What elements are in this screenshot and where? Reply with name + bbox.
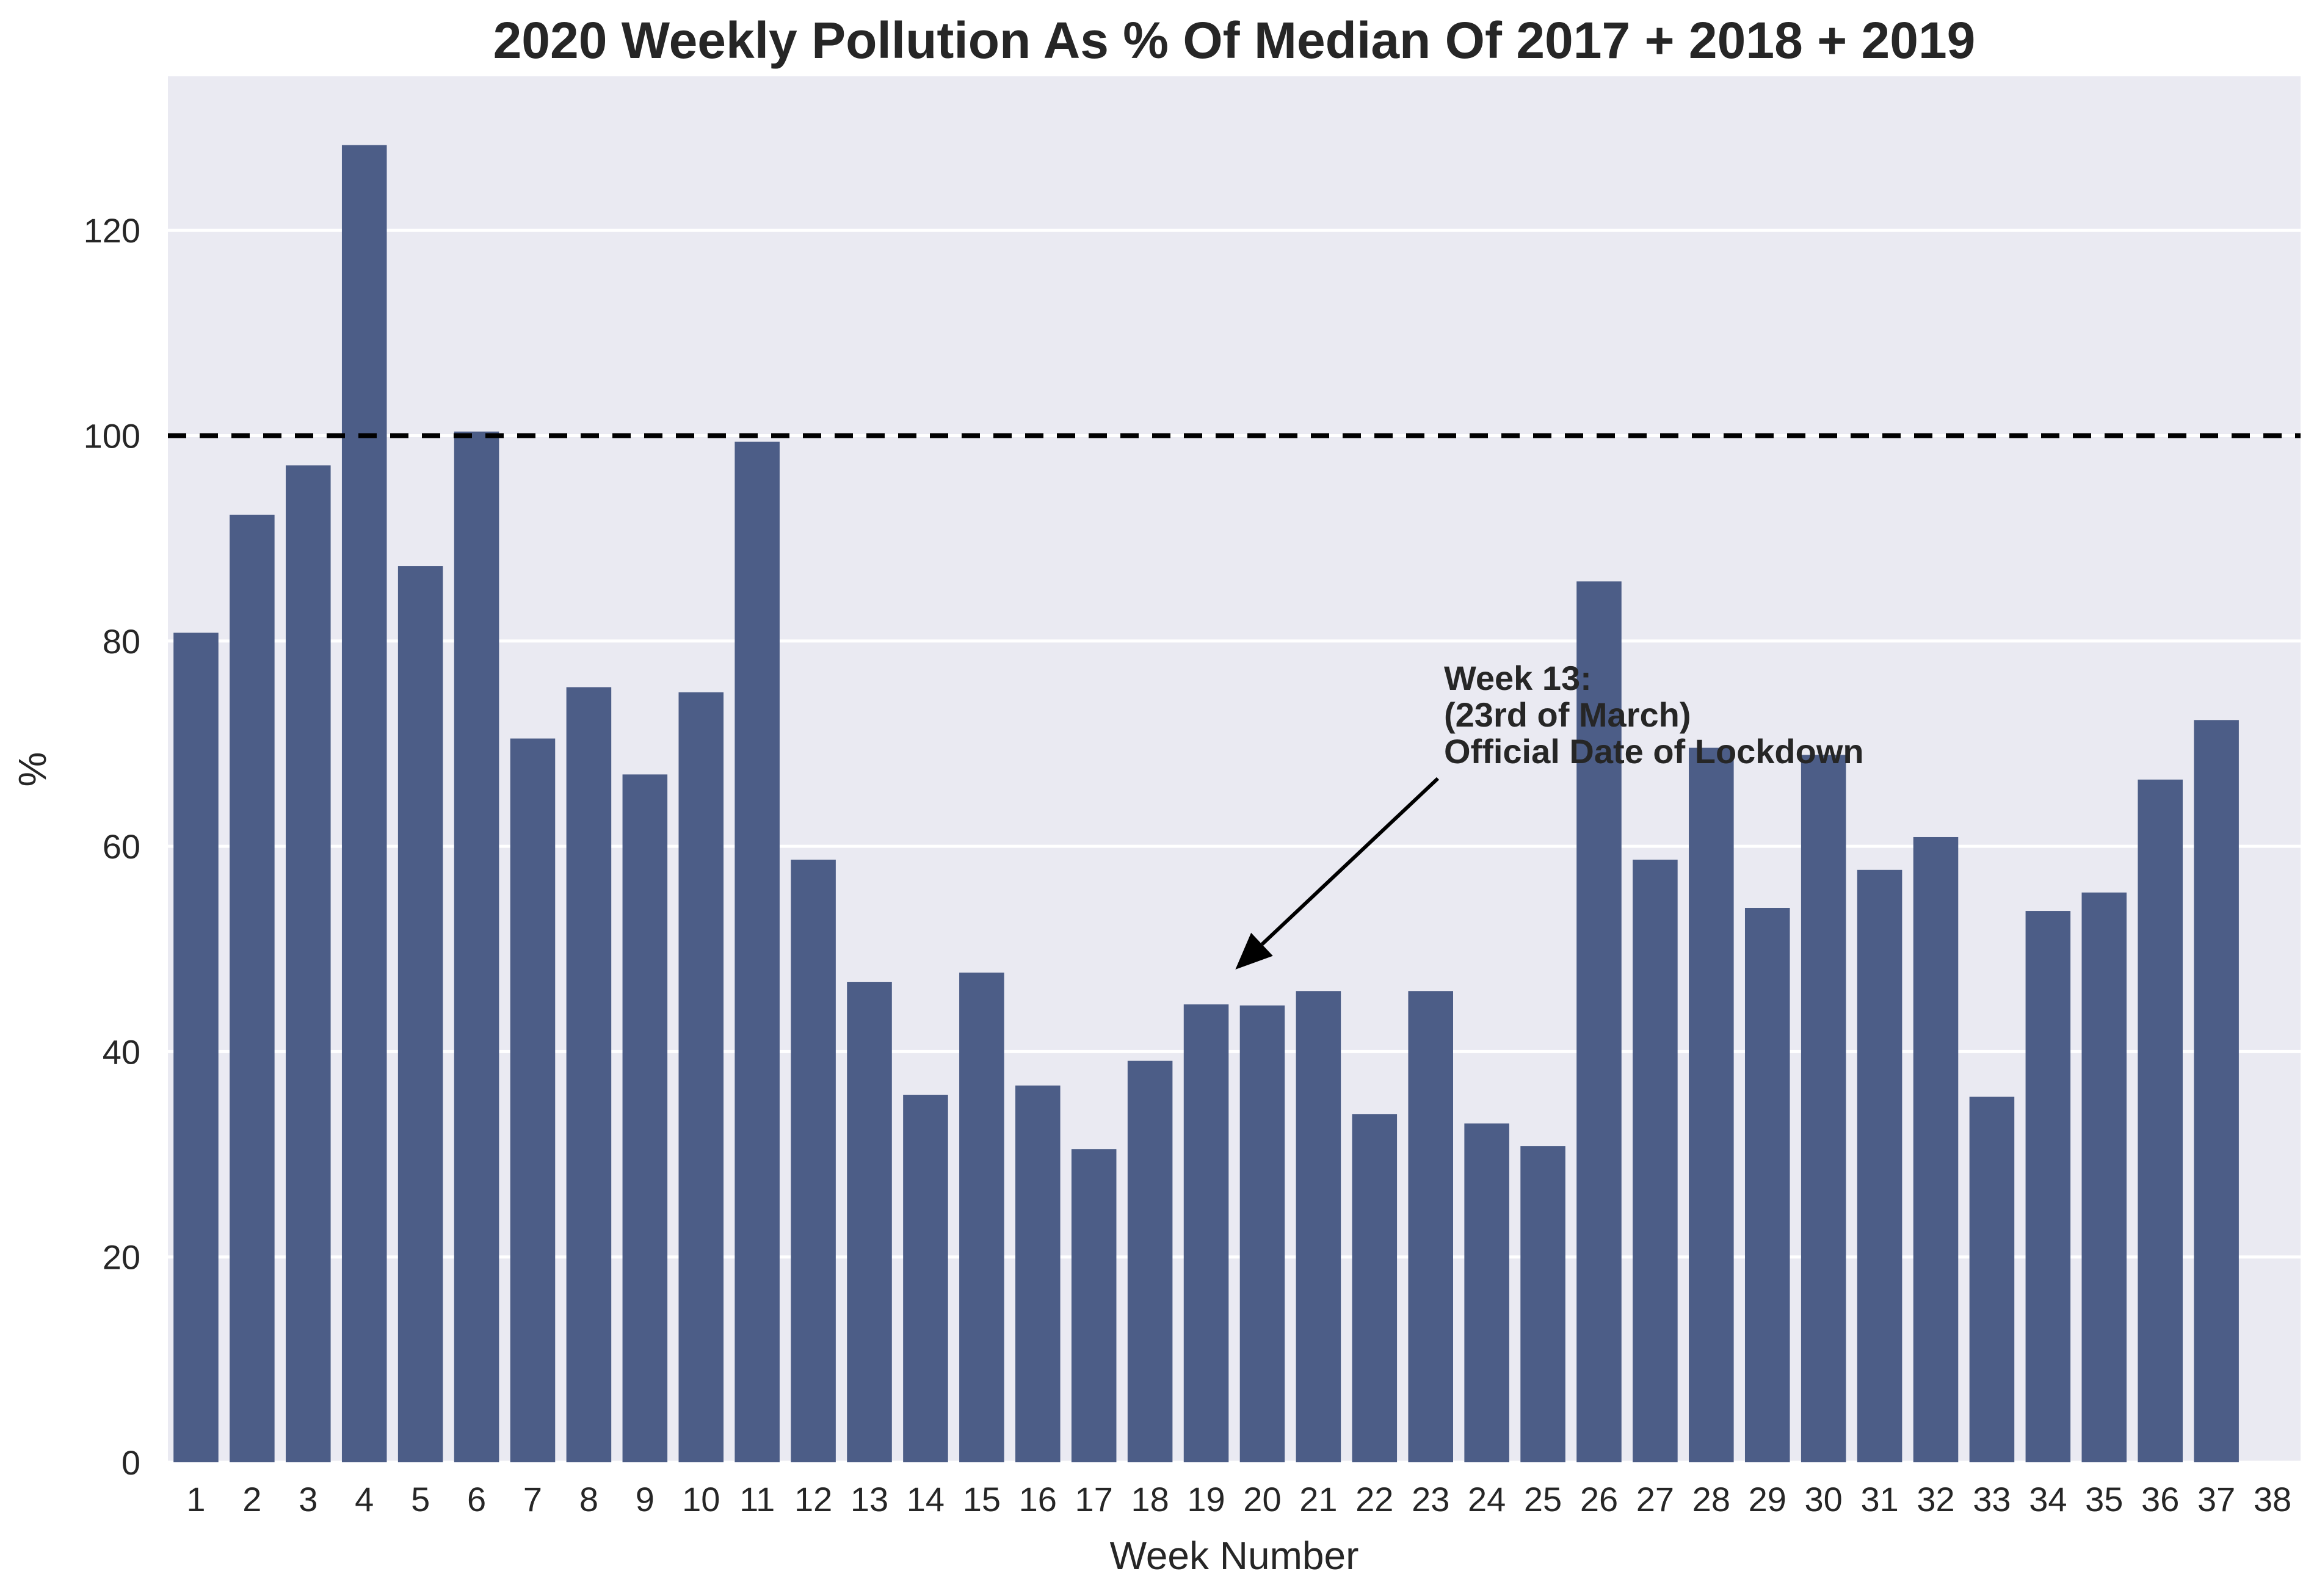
bar-week-23 bbox=[1408, 991, 1453, 1462]
bar-week-10 bbox=[678, 692, 724, 1462]
x-tick-label-37: 37 bbox=[2197, 1480, 2235, 1518]
y-tick-label-0: 0 bbox=[122, 1443, 140, 1482]
bar-week-9 bbox=[622, 774, 668, 1462]
x-tick-label-5: 5 bbox=[411, 1480, 430, 1518]
bar-week-3 bbox=[286, 465, 331, 1462]
x-tick-label-31: 31 bbox=[1860, 1480, 1898, 1518]
annotation-line-1: Week 13: bbox=[1444, 659, 1592, 697]
annotation: Week 13: (23rd of March) Official Date o… bbox=[1235, 659, 1864, 970]
bar-week-14 bbox=[903, 1095, 948, 1462]
x-tick-label-1: 1 bbox=[186, 1480, 205, 1518]
x-tick-label-35: 35 bbox=[2085, 1480, 2123, 1518]
x-tick-label-32: 32 bbox=[1917, 1480, 1954, 1518]
x-tick-label-11: 11 bbox=[739, 1480, 775, 1518]
x-tick-label-36: 36 bbox=[2141, 1480, 2179, 1518]
bar-week-2 bbox=[230, 514, 275, 1462]
bar-week-1 bbox=[173, 633, 219, 1462]
x-axis-ticks: 1 2 3 4 5 6 7 8 9 10 11 12 13 14 15 16 17 18 19 20 21 22 23 24 2… bbox=[186, 1480, 2291, 1518]
bar-week-22 bbox=[1352, 1114, 1398, 1462]
bar-week-26 bbox=[1576, 581, 1622, 1463]
chart-title: 2020 Weekly Pollution As % Of Median Of … bbox=[493, 12, 1976, 69]
bar-week-34 bbox=[2025, 911, 2071, 1462]
y-tick-label-100: 100 bbox=[84, 417, 140, 455]
annotation-text: Week 13: (23rd of March) Official Date o… bbox=[1444, 659, 1864, 771]
x-tick-label-23: 23 bbox=[1412, 1480, 1449, 1518]
annotation-arrow-head bbox=[1235, 932, 1273, 970]
annotation-line-2: (23rd of March) bbox=[1444, 695, 1691, 734]
x-tick-label-27: 27 bbox=[1636, 1480, 1674, 1518]
y-axis-label: % bbox=[10, 752, 54, 787]
bar-week-33 bbox=[1969, 1097, 2015, 1462]
y-tick-label-60: 60 bbox=[103, 827, 140, 866]
bar-week-25 bbox=[1520, 1146, 1565, 1462]
bar-week-6 bbox=[454, 431, 499, 1462]
x-tick-label-10: 10 bbox=[682, 1480, 720, 1518]
bar-week-8 bbox=[566, 687, 612, 1462]
bar-week-28 bbox=[1689, 747, 1734, 1462]
x-tick-label-33: 33 bbox=[1973, 1480, 2011, 1518]
x-tick-label-15: 15 bbox=[963, 1480, 1001, 1518]
x-tick-label-18: 18 bbox=[1131, 1480, 1169, 1518]
annotation-arrow-line bbox=[1260, 777, 1440, 946]
x-tick-label-12: 12 bbox=[794, 1480, 832, 1518]
bar-week-16 bbox=[1015, 1085, 1061, 1462]
x-tick-label-26: 26 bbox=[1580, 1480, 1618, 1518]
x-tick-label-8: 8 bbox=[579, 1480, 598, 1518]
x-tick-label-14: 14 bbox=[907, 1480, 945, 1518]
x-tick-label-30: 30 bbox=[1805, 1480, 1843, 1518]
bar-week-5 bbox=[397, 566, 443, 1462]
bar-week-12 bbox=[791, 859, 836, 1462]
x-tick-label-22: 22 bbox=[1355, 1480, 1393, 1518]
x-tick-label-38: 38 bbox=[2254, 1480, 2291, 1518]
bar-week-15 bbox=[959, 972, 1004, 1462]
x-tick-label-34: 34 bbox=[2029, 1480, 2067, 1518]
bar-week-7 bbox=[510, 738, 556, 1462]
bar-week-11 bbox=[734, 441, 780, 1462]
bar-week-19 bbox=[1183, 1004, 1229, 1462]
x-axis-label: Week Number bbox=[1110, 1534, 1359, 1578]
x-tick-label-16: 16 bbox=[1019, 1480, 1057, 1518]
bars bbox=[173, 145, 2239, 1463]
bar-week-37 bbox=[2194, 720, 2239, 1462]
bar-week-29 bbox=[1744, 908, 1790, 1462]
y-tick-label-80: 80 bbox=[103, 622, 140, 661]
x-tick-label-2: 2 bbox=[242, 1480, 261, 1518]
bar-week-21 bbox=[1296, 991, 1341, 1462]
bar-week-13 bbox=[847, 982, 892, 1462]
x-tick-label-7: 7 bbox=[523, 1480, 542, 1518]
bar-week-20 bbox=[1239, 1005, 1285, 1462]
y-axis-ticks: 0 20 40 60 80 100 120 bbox=[84, 211, 140, 1482]
bar-week-35 bbox=[2081, 892, 2127, 1462]
x-tick-label-29: 29 bbox=[1749, 1480, 1786, 1518]
bar-week-36 bbox=[2138, 779, 2183, 1462]
bar-week-24 bbox=[1464, 1123, 1509, 1462]
x-tick-label-3: 3 bbox=[299, 1480, 317, 1518]
x-tick-label-28: 28 bbox=[1692, 1480, 1730, 1518]
y-tick-label-20: 20 bbox=[103, 1238, 140, 1277]
x-tick-label-4: 4 bbox=[355, 1480, 374, 1518]
annotation-line-3: Official Date of Lockdown bbox=[1444, 732, 1864, 771]
y-tick-label-120: 120 bbox=[84, 211, 140, 250]
x-tick-label-25: 25 bbox=[1524, 1480, 1562, 1518]
bar-week-30 bbox=[1801, 755, 1846, 1462]
x-tick-label-17: 17 bbox=[1075, 1480, 1113, 1518]
bar-week-32 bbox=[1913, 836, 1959, 1462]
bar-week-4 bbox=[341, 145, 387, 1463]
bar-week-17 bbox=[1071, 1149, 1117, 1462]
bar-week-27 bbox=[1633, 859, 1678, 1462]
x-tick-label-20: 20 bbox=[1243, 1480, 1281, 1518]
x-tick-label-19: 19 bbox=[1187, 1480, 1225, 1518]
bar-week-31 bbox=[1857, 869, 1902, 1462]
x-tick-label-6: 6 bbox=[467, 1480, 486, 1518]
bar-week-18 bbox=[1127, 1061, 1173, 1462]
x-tick-label-9: 9 bbox=[636, 1480, 655, 1518]
x-tick-label-13: 13 bbox=[851, 1480, 888, 1518]
x-tick-label-24: 24 bbox=[1468, 1480, 1506, 1518]
x-tick-label-21: 21 bbox=[1299, 1480, 1337, 1518]
y-tick-label-40: 40 bbox=[103, 1032, 140, 1071]
